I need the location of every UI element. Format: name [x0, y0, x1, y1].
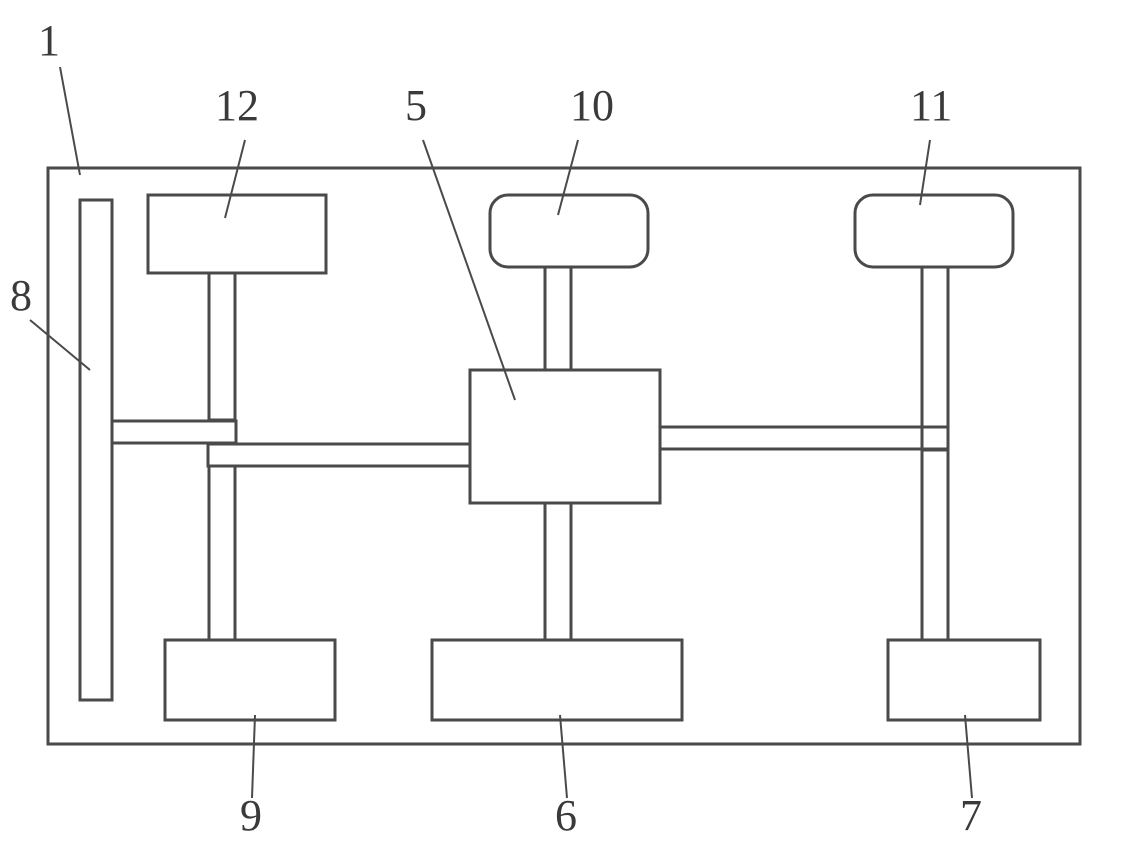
nodes-group	[80, 195, 1040, 720]
node-n11	[855, 195, 1013, 267]
label-l5: 5	[405, 81, 427, 130]
leader-l9	[252, 715, 255, 798]
node-n7	[888, 640, 1040, 720]
node-n10	[490, 195, 648, 267]
leader-l5	[423, 140, 515, 400]
label-l9: 9	[240, 791, 262, 840]
node-n12	[148, 195, 326, 273]
node-n6	[432, 640, 682, 720]
label-l12: 12	[215, 81, 259, 130]
label-l6: 6	[555, 791, 577, 840]
label-l7: 7	[960, 791, 982, 840]
label-l8: 8	[10, 271, 32, 320]
label-l1: 1	[38, 16, 60, 65]
node-n5	[470, 370, 660, 503]
leader-l6	[560, 715, 567, 798]
node-n8	[80, 200, 112, 700]
leader-l1	[60, 67, 80, 175]
leader-l7	[965, 715, 972, 798]
label-l10: 10	[570, 81, 614, 130]
node-n9	[165, 640, 335, 720]
label-l11: 11	[910, 81, 952, 130]
